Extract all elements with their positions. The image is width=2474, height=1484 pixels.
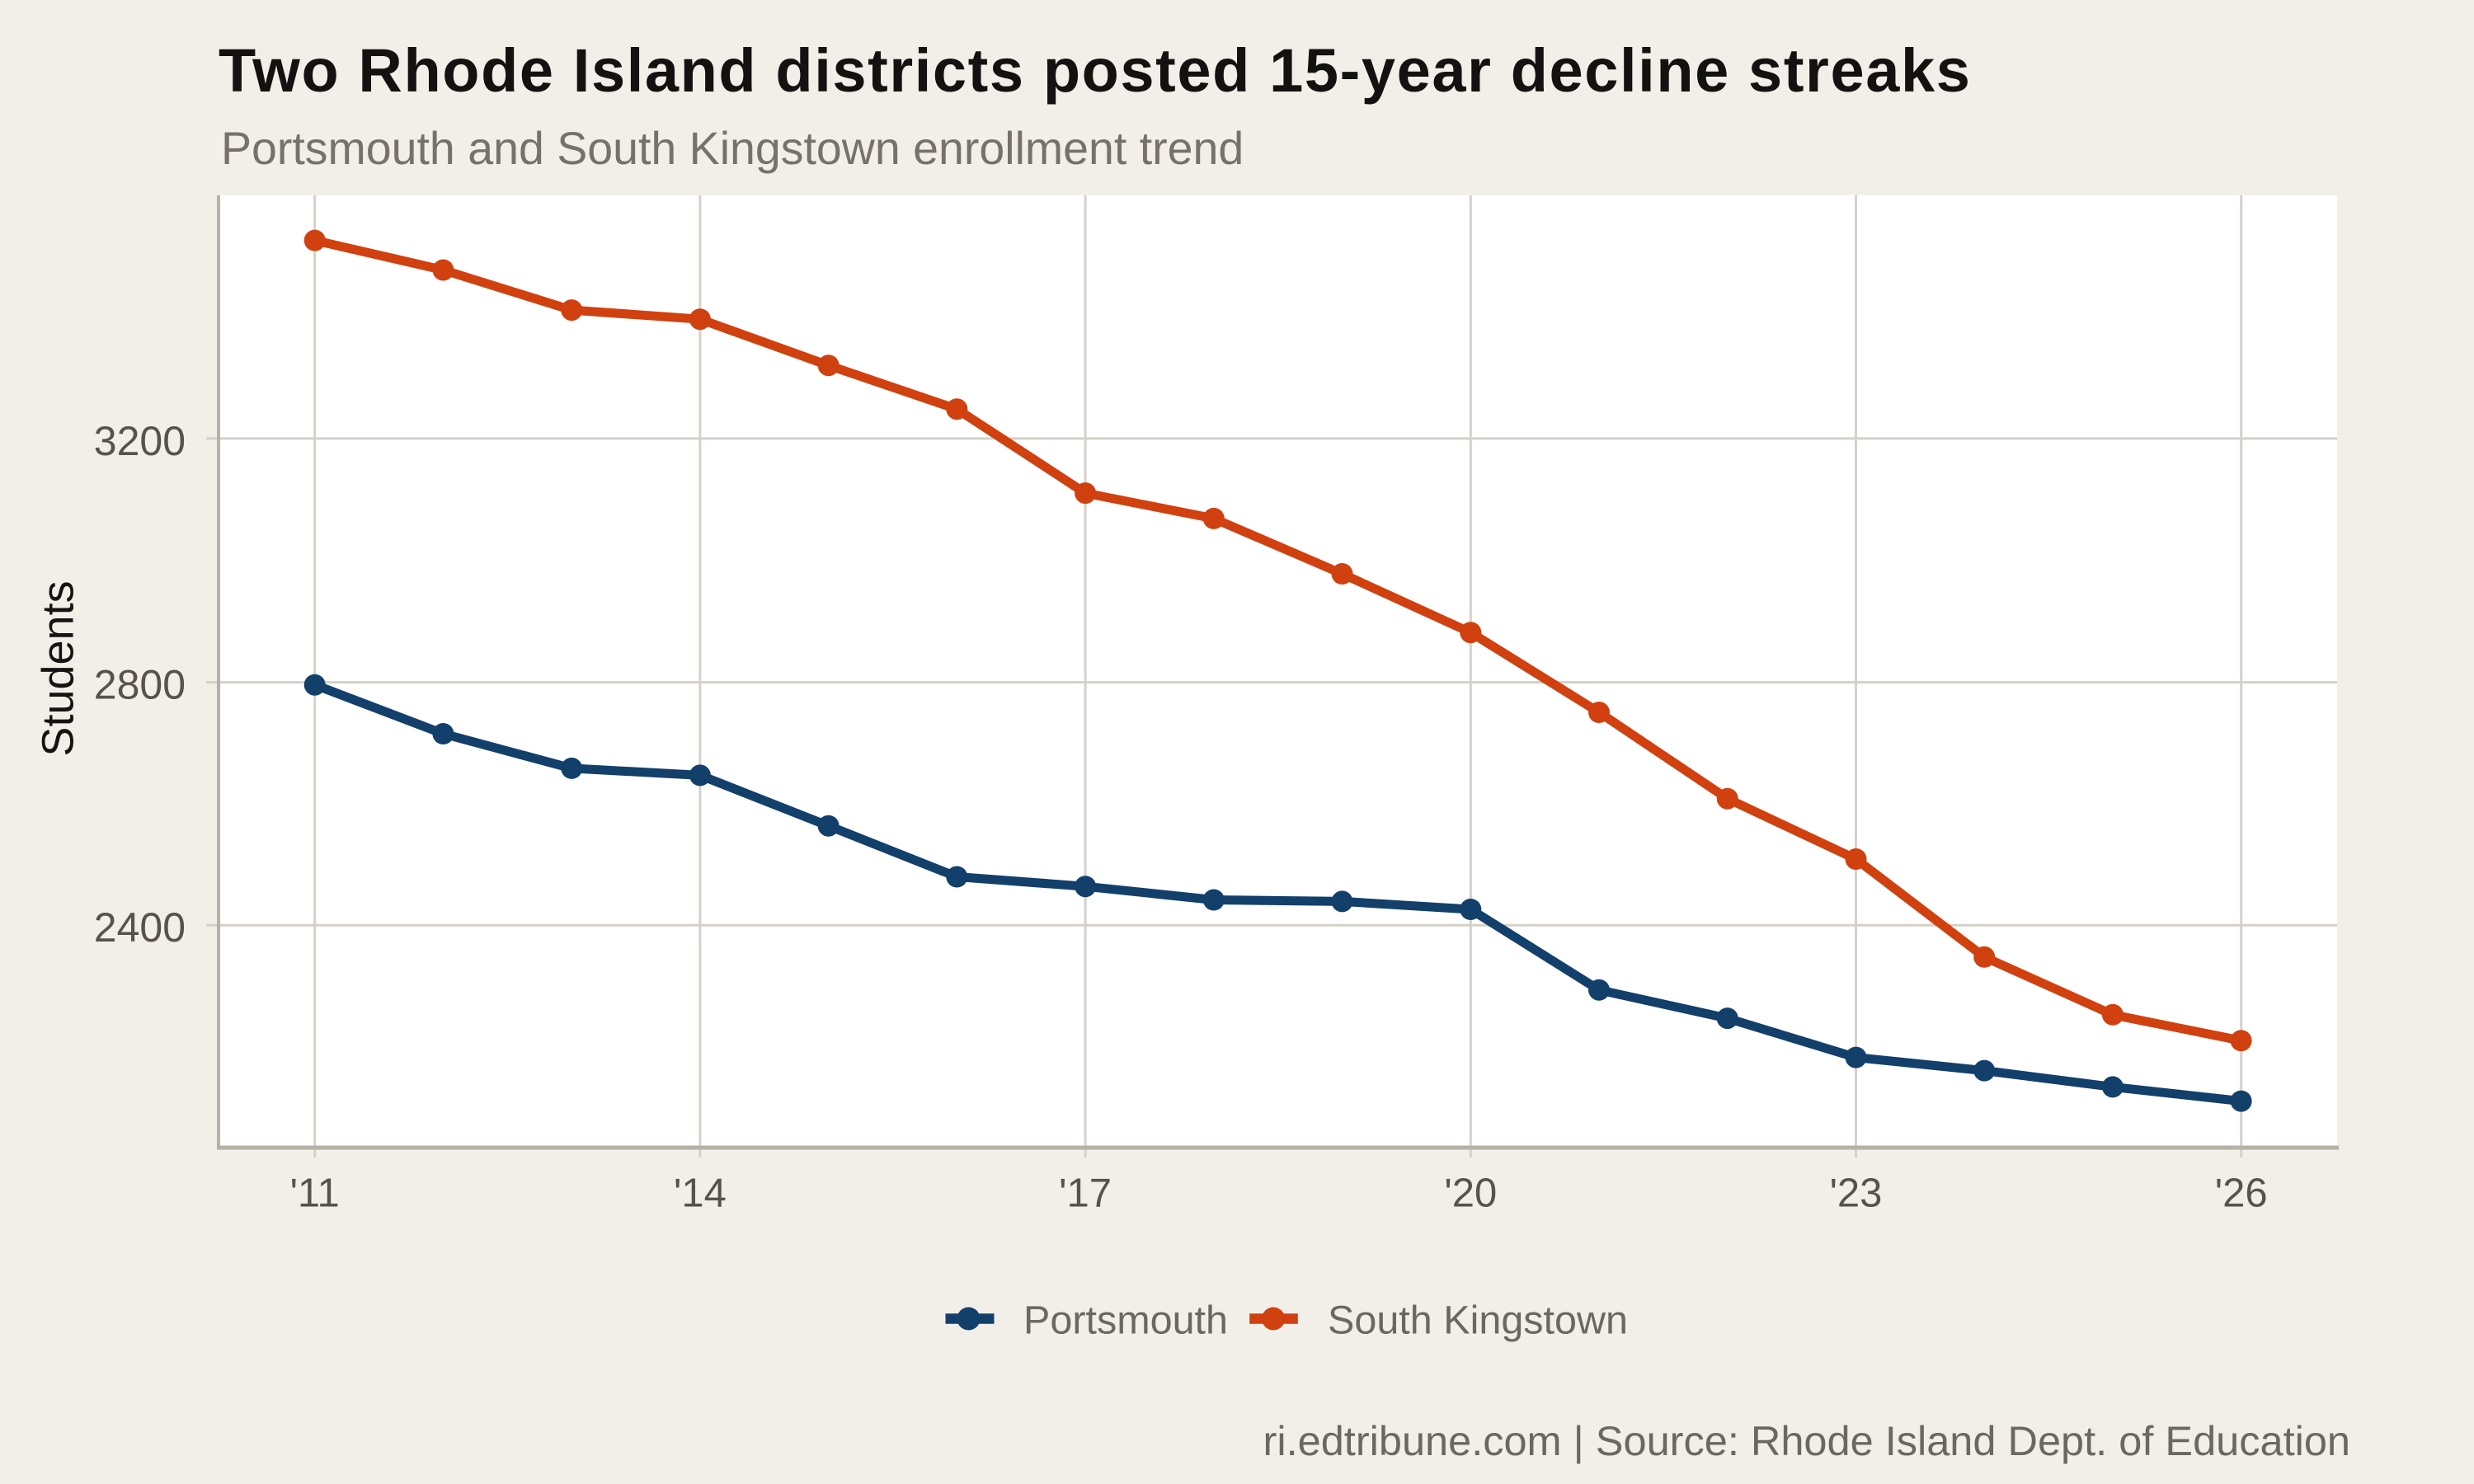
svg-text:'14: '14 xyxy=(674,1172,727,1216)
svg-text:'17: '17 xyxy=(1059,1172,1112,1216)
svg-text:ri.edtribune.com | Source: Rho: ri.edtribune.com | Source: Rhode Island … xyxy=(1263,1417,2350,1464)
svg-text:'26: '26 xyxy=(2215,1172,2268,1216)
svg-text:'20: '20 xyxy=(1444,1172,1497,1216)
svg-text:'23: '23 xyxy=(1830,1172,1883,1216)
svg-text:Portsmouth and South Kingstown: Portsmouth and South Kingstown enrollmen… xyxy=(221,123,1244,174)
svg-text:South Kingstown: South Kingstown xyxy=(1328,1298,1628,1343)
svg-text:2400: 2400 xyxy=(94,904,186,951)
svg-text:Two Rhode Island districts pos: Two Rhode Island districts posted 15-yea… xyxy=(219,36,1971,105)
svg-text:3200: 3200 xyxy=(94,418,186,464)
svg-text:Students: Students xyxy=(34,580,83,756)
svg-text:2800: 2800 xyxy=(94,662,186,708)
svg-text:Portsmouth: Portsmouth xyxy=(1023,1298,1228,1343)
svg-text:'11: '11 xyxy=(290,1172,340,1216)
